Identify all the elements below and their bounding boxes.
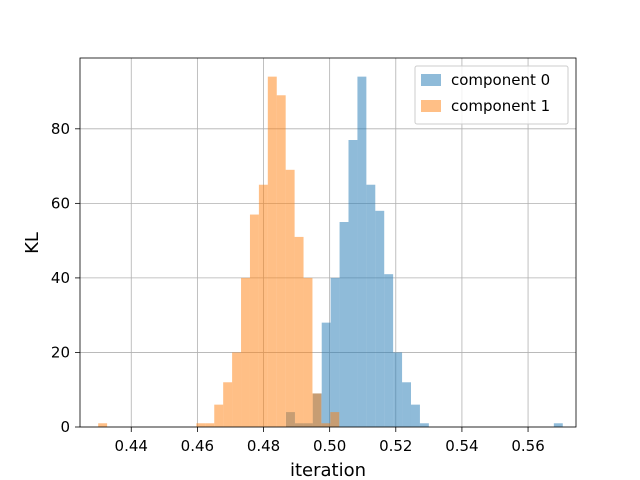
histogram-bar [294,236,304,427]
histogram-bar [276,95,286,427]
histogram-bar [375,210,385,427]
y-tick-label: 60 [51,194,70,212]
axes [79,57,577,428]
histogram-bar [232,352,242,427]
histogram-bar [321,322,331,427]
histogram-bar [330,277,340,427]
legend-box [414,65,569,125]
histogram-bar [312,393,322,427]
axes-frame [79,57,577,428]
legend-label: component 0 [451,71,550,89]
histogram-bar [267,76,277,428]
histogram-bar [241,277,250,427]
legend-label: component 1 [451,97,550,115]
histogram-bar [214,404,224,427]
histogram-bars [98,76,563,428]
histogram-bar [553,423,563,427]
histogram-bar [393,352,403,427]
histogram-bar [303,277,313,427]
histogram-bar [410,404,420,427]
histogram-bar [249,214,259,427]
series-1-bars [98,76,340,428]
x-tick-label: 0.44 [115,437,148,455]
y-tick-label: 40 [51,269,70,287]
histogram-bar [321,423,331,427]
x-tick-label: 0.48 [247,437,280,455]
histogram-bar [366,184,376,427]
histogram-bar [205,423,215,427]
y-tick-label: 20 [51,343,70,361]
y-axis-label: KL [22,232,43,254]
x-axis-label: iteration [290,460,366,480]
tick-labels: 0.44 0.46 0.48 0.50 0.52 0.54 0.56 0 20 40 60 80 [51,120,545,455]
histogram-bar [419,423,429,427]
x-tick-label: 0.50 [313,437,346,455]
histogram-bar [330,412,340,427]
x-tick-label: 0.54 [445,437,478,455]
histogram-bar [348,140,358,427]
tick-marks [75,128,529,432]
histogram-bar [285,169,295,427]
histogram-bar [402,382,411,427]
y-tick-label: 80 [51,120,70,138]
histogram-bar [196,423,206,427]
histogram-bar [357,76,367,428]
x-tick-label: 0.46 [181,437,214,455]
histogram-bar [384,274,394,427]
histogram-bar [223,382,233,427]
histogram-bar [339,222,349,427]
histogram-bar [258,184,268,427]
legend-swatch [421,74,441,86]
y-tick-label: 0 [60,418,70,436]
x-tick-label: 0.52 [379,437,412,455]
legend: component 0 component 1 [414,65,569,125]
x-tick-label: 0.56 [511,437,544,455]
legend-swatch [421,100,441,112]
histogram-bar [98,423,108,427]
